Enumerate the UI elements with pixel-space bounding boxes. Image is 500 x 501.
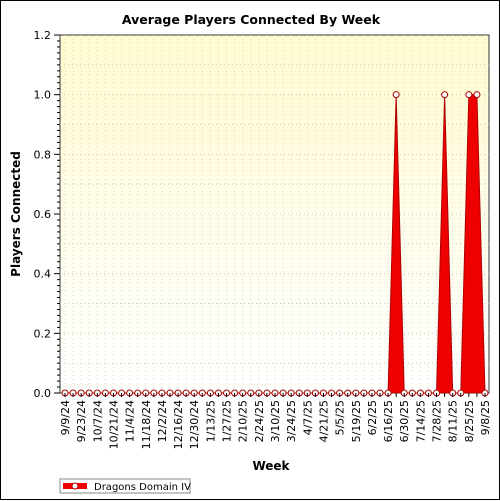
x-tick-label: 9/8/25 [479, 400, 492, 435]
y-tick-label: 0.2 [34, 327, 52, 340]
x-tick-label: 8/25/25 [463, 400, 476, 442]
data-point [473, 91, 481, 99]
x-tick-label: 6/16/25 [382, 400, 395, 442]
y-tick-label: 1.0 [34, 89, 52, 102]
x-tick-label: 3/10/25 [269, 400, 282, 442]
legend: Dragons Domain IV [59, 478, 191, 494]
legend-box [59, 478, 191, 494]
x-tick-label: 12/30/24 [188, 400, 201, 449]
x-tick-label: 12/2/24 [156, 400, 169, 442]
x-tick-label: 7/28/25 [431, 400, 444, 442]
x-tick-label: 6/2/25 [366, 400, 379, 435]
x-tick-label: 4/7/25 [301, 400, 314, 435]
x-tick-label: 2/24/25 [253, 400, 266, 442]
legend-label: Dragons Domain IV [94, 482, 191, 493]
y-tick-label: 0.6 [34, 208, 52, 221]
x-tick-label: 7/14/25 [414, 400, 427, 442]
x-tick-label: 2/10/25 [237, 400, 250, 442]
data-point [465, 91, 473, 99]
x-axis: 9/9/24 9/23/24 10/7/24 10/21/24 11/4/24 11/18… [59, 393, 492, 449]
x-tick-label: 10/7/24 [91, 400, 104, 442]
x-tick-label: 11/4/24 [124, 400, 137, 442]
plot-area [59, 34, 490, 394]
y-axis: 0.0 0.2 0.4 0.6 0.8 1.0 1.2 [34, 29, 60, 400]
y-tick-label: 0.4 [34, 268, 52, 281]
x-tick-label: 6/30/25 [398, 400, 411, 442]
y-tick-label: 0.0 [34, 387, 52, 400]
data-point [392, 91, 400, 99]
x-tick-label: 5/19/25 [350, 400, 363, 442]
x-tick-label: 11/18/24 [140, 400, 153, 449]
y-tick-label: 1.2 [34, 29, 52, 42]
y-axis-title: Players Connected [9, 151, 23, 277]
x-tick-label: 10/21/24 [107, 400, 120, 449]
x-tick-label: 9/23/24 [75, 400, 88, 442]
x-axis-title: Week [252, 459, 290, 473]
x-tick-label: 9/9/24 [59, 400, 72, 435]
legend-marker [71, 482, 79, 490]
x-tick-label: 1/27/25 [221, 400, 234, 442]
chart-title: Average Players Connected By Week [122, 12, 381, 27]
x-tick-label: 5/5/25 [334, 400, 347, 435]
x-tick-label: 12/16/24 [172, 400, 185, 449]
data-point [441, 91, 449, 99]
x-tick-label: 4/21/25 [317, 400, 330, 442]
y-tick-label: 0.8 [34, 148, 52, 161]
x-tick-label: 3/24/25 [285, 400, 298, 442]
x-tick-label: 1/13/25 [204, 400, 217, 442]
x-tick-label: 8/11/25 [447, 400, 460, 442]
